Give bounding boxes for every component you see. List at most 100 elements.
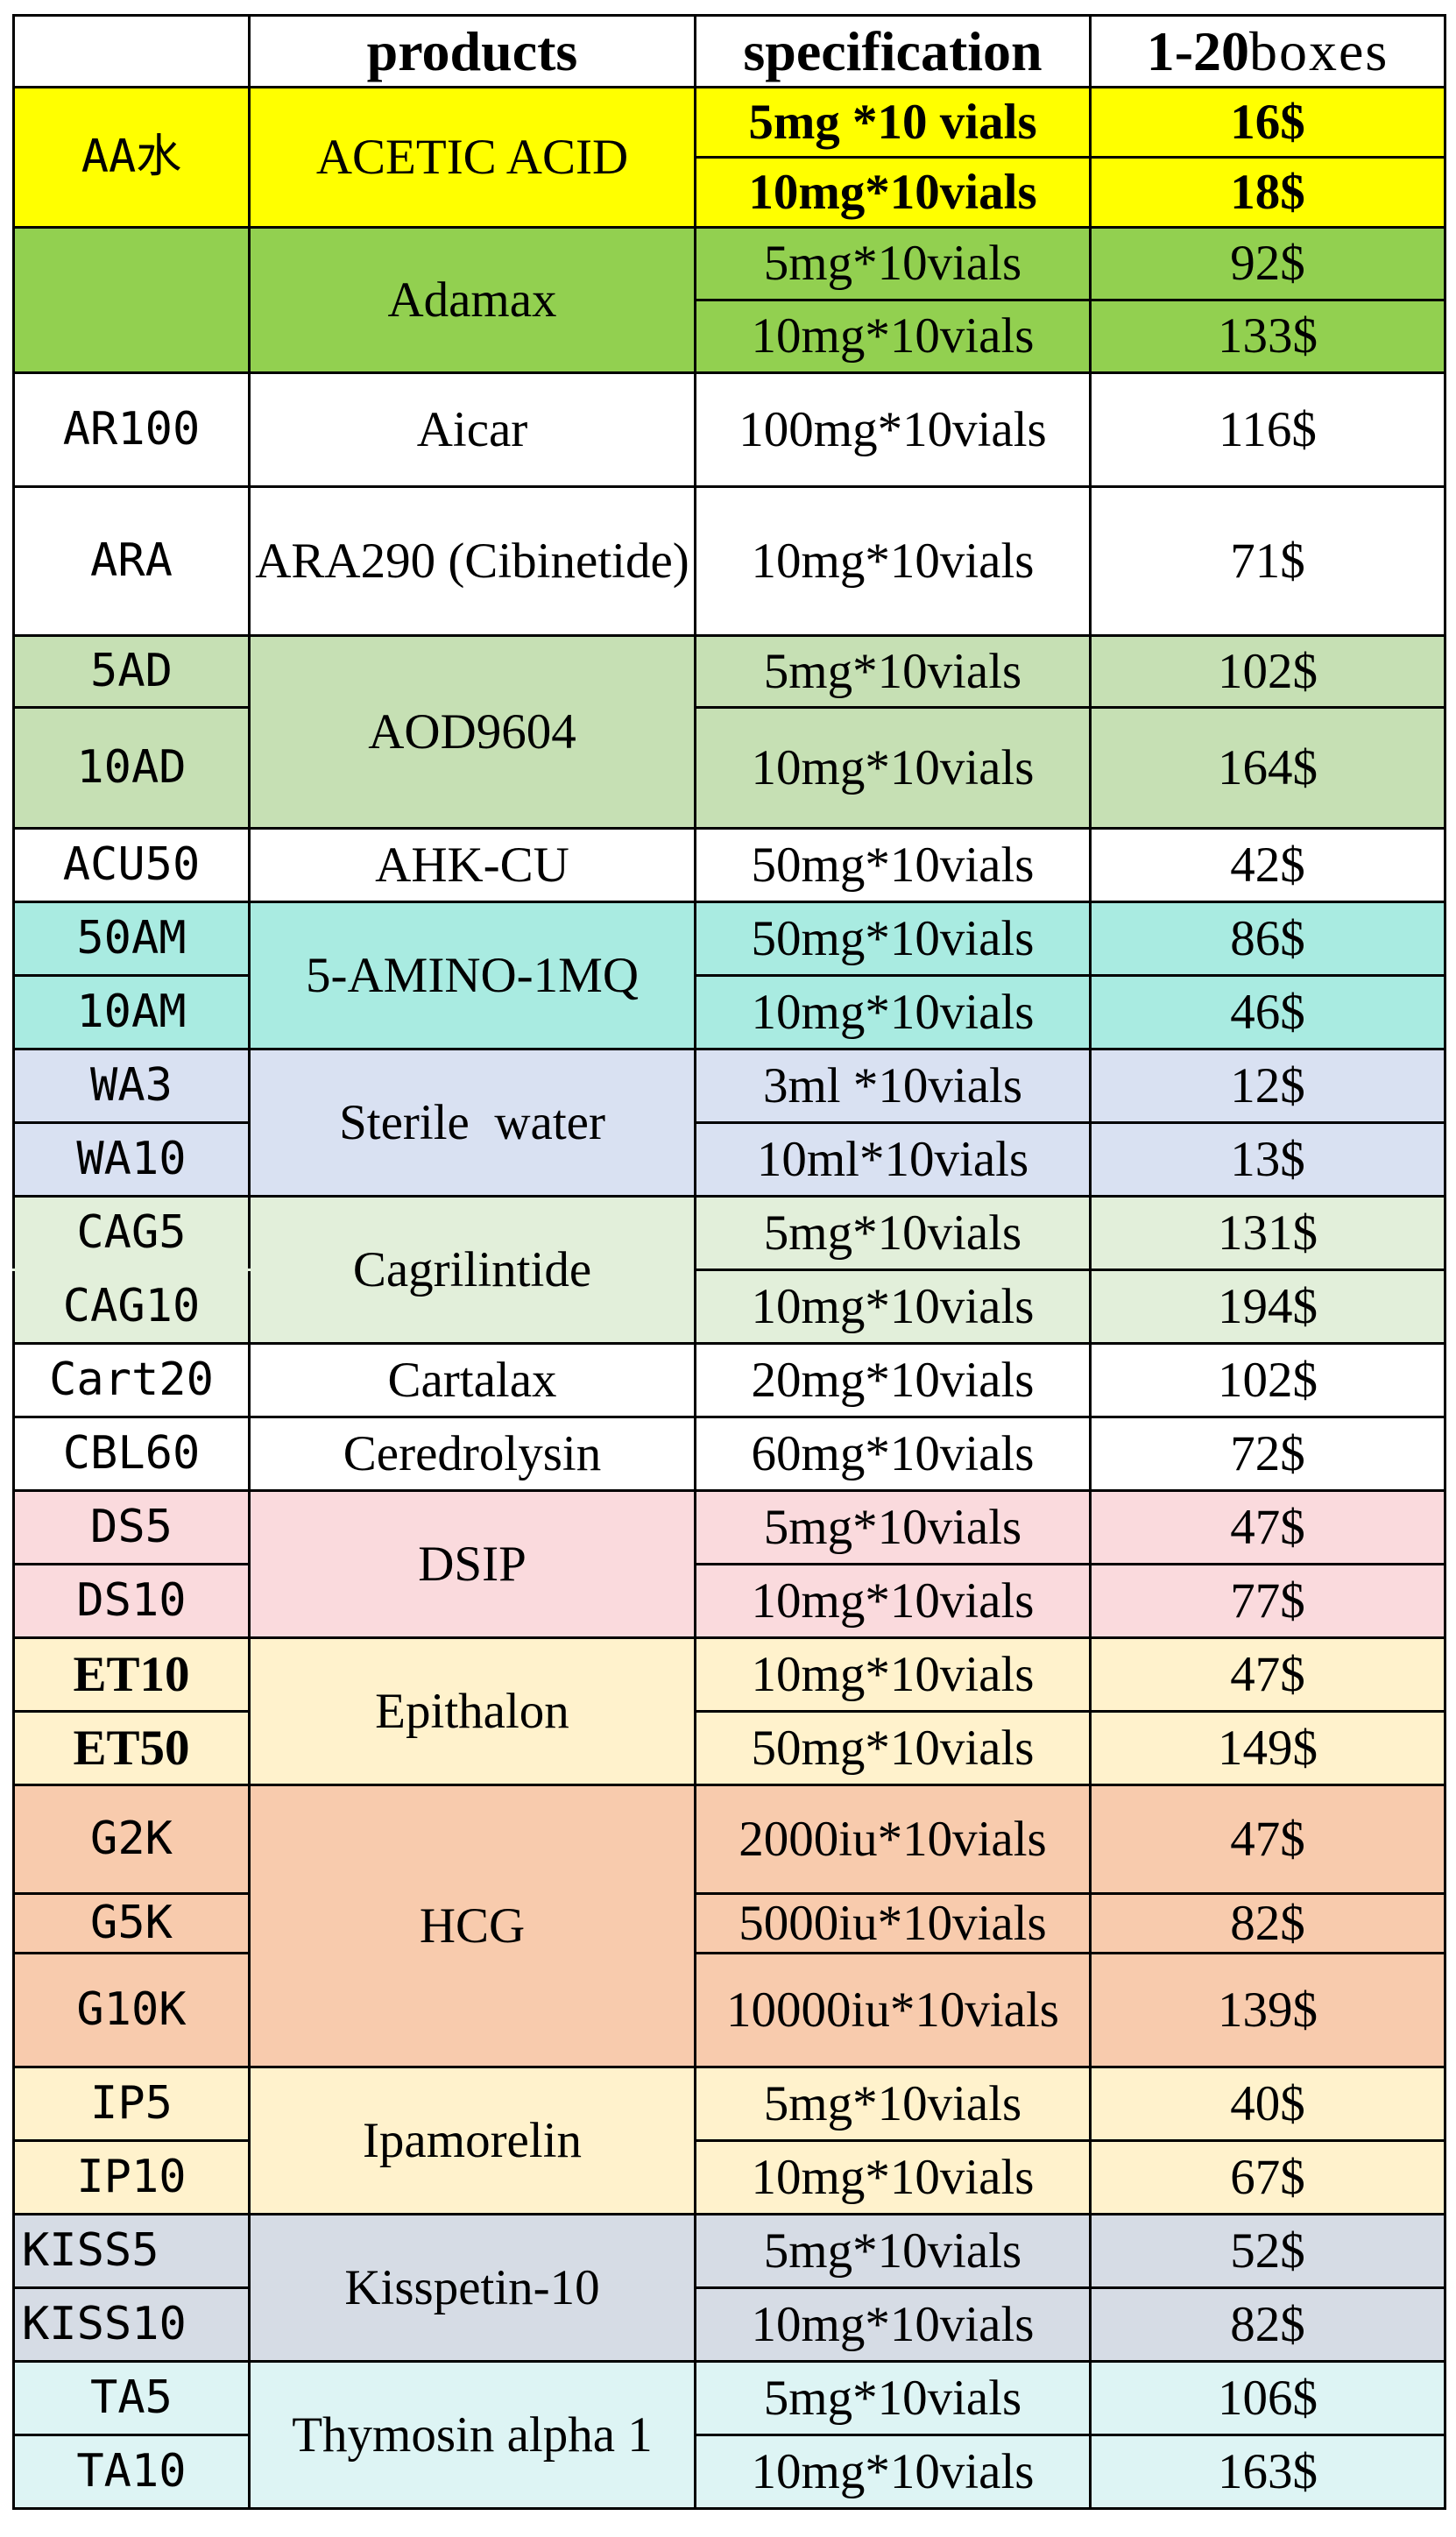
price: 133$ <box>1089 299 1446 374</box>
table-row: ARA ARA290 (Cibinetide) 10mg*10vials 71$ <box>12 485 1446 637</box>
table-row: 10AD 10mg*10vials 164$ <box>12 706 1446 830</box>
specification: 10mg*10vials <box>694 1563 1092 1639</box>
table-row: TA5 Thymosin alpha 1 5mg*10vials 106$ <box>12 2360 1446 2510</box>
specification: 10mg*10vials <box>694 2286 1092 2363</box>
product-code: 5AD <box>12 634 251 709</box>
product-code: DS5 <box>12 1489 251 1565</box>
product-code: CAG5 <box>12 1195 251 1271</box>
table-row: CAG5 Cagrilintide 5mg*10vials 131$ <box>12 1195 1446 1345</box>
product-code: AR100 <box>12 371 251 488</box>
specification: 10mg*10vials <box>694 974 1092 1050</box>
product-code: TA10 <box>12 2434 251 2510</box>
price: 149$ <box>1089 1710 1446 1786</box>
price: 139$ <box>1089 1952 1446 2068</box>
price: 82$ <box>1089 1892 1446 1954</box>
product-code: CAG10 <box>12 1268 251 1345</box>
specification: 5mg*10vials <box>694 1489 1092 1565</box>
header-boxes: 1-20boxes <box>1089 14 1446 88</box>
specification: 60mg*10vials <box>694 1416 1092 1492</box>
table-row: 5AD AOD9604 5mg*10vials 102$ <box>12 634 1446 830</box>
price: 46$ <box>1089 974 1446 1050</box>
product-name: Aicar <box>248 371 696 488</box>
table-row: Adamax 5mg*10vials 92$ <box>12 226 1446 374</box>
product-code: G5K <box>12 1892 251 1954</box>
product-code: AA水 <box>12 86 251 229</box>
product-code: CBL60 <box>12 1416 251 1492</box>
specification: 5mg*10vials <box>694 2360 1092 2436</box>
product-code <box>12 226 251 374</box>
product-code: WA3 <box>12 1048 251 1124</box>
table-row: AR100 Aicar 100mg*10vials 116$ <box>12 371 1446 488</box>
specification: 10mg*10vials <box>694 1636 1092 1713</box>
product-name: Thymosin alpha 1 <box>248 2360 696 2510</box>
table-row: ACU50 AHK-CU 50mg*10vials 42$ <box>12 827 1446 903</box>
product-code: DS10 <box>12 1563 251 1639</box>
specification: 50mg*10vials <box>694 827 1092 903</box>
price: 86$ <box>1089 901 1446 977</box>
specification: 100mg*10vials <box>694 371 1092 488</box>
product-name: 5-AMINO-1MQ <box>248 901 696 1050</box>
product-name: AOD9604 <box>248 634 696 830</box>
table-row: Cart20 Cartalax 20mg*10vials 102$ <box>12 1342 1446 1418</box>
product-name: ACETIC ACID <box>248 86 696 229</box>
table-row: 10AM 10mg*10vials 46$ <box>12 974 1446 1050</box>
price: 77$ <box>1089 1563 1446 1639</box>
price: 13$ <box>1089 1121 1446 1198</box>
table-row: CAG10 10mg*10vials 194$ <box>12 1268 1446 1345</box>
specification: 3ml *10vials <box>694 1048 1092 1124</box>
specification: 50mg*10vials <box>694 1710 1092 1786</box>
specification: 5mg*10vials <box>694 634 1092 709</box>
table-row: ET10 Epithalon 10mg*10vials 47$ <box>12 1636 1446 1786</box>
product-code: 50AM <box>12 901 251 977</box>
table-row: G5K 5000iu*10vials 82$ <box>12 1892 1446 1954</box>
table-row: DS10 10mg*10vials 77$ <box>12 1563 1446 1639</box>
product-code: G10K <box>12 1952 251 2068</box>
table-row: IP10 10mg*10vials 67$ <box>12 2139 1446 2215</box>
product-name: HCG <box>248 1784 696 2068</box>
product-name: Sterile water <box>248 1048 696 1198</box>
price: 47$ <box>1089 1784 1446 1895</box>
header-boxes-range: 1-20 <box>1146 19 1249 82</box>
specification: 5mg*10vials <box>694 2213 1092 2289</box>
product-code: KISS5 <box>12 2213 251 2289</box>
price: 131$ <box>1089 1195 1446 1271</box>
product-code: ARA <box>12 485 251 637</box>
table-row: 50AM 5-AMINO-1MQ 50mg*10vials 86$ <box>12 901 1446 1050</box>
price: 18$ <box>1089 156 1446 229</box>
price: 116$ <box>1089 371 1446 488</box>
price: 102$ <box>1089 634 1446 709</box>
specification: 10mg*10vials <box>694 2434 1092 2510</box>
price: 71$ <box>1089 485 1446 637</box>
price: 72$ <box>1089 1416 1446 1492</box>
table-row: 10mg*10vials 18$ <box>14 156 1446 229</box>
product-name: Ceredrolysin <box>248 1416 696 1492</box>
header-code <box>12 14 251 88</box>
header-boxes-unit: boxes <box>1249 19 1389 82</box>
product-code: 10AM <box>12 974 251 1050</box>
product-code: G2K <box>12 1784 251 1895</box>
price: 47$ <box>1089 1489 1446 1565</box>
specification: 10mg*10vials <box>694 156 1092 229</box>
product-name: DSIP <box>248 1489 696 1639</box>
product-code: Cart20 <box>12 1342 251 1418</box>
product-code: IP10 <box>12 2139 251 2215</box>
price-list: products specification 1-20boxes AA水 ACE… <box>12 14 1446 2510</box>
price: 40$ <box>1089 2066 1446 2142</box>
product-name: Cagrilintide <box>248 1195 696 1345</box>
product-code: ACU50 <box>12 827 251 903</box>
product-name: Epithalon <box>248 1636 696 1786</box>
specification: 10mg*10vials <box>694 485 1092 637</box>
specification: 5mg *10 vials <box>694 86 1092 159</box>
table-row: KISS10 10mg*10vials 82$ <box>12 2286 1446 2363</box>
price-table: products specification 1-20boxes AA水 ACE… <box>12 14 1446 2510</box>
specification: 10000iu*10vials <box>694 1952 1092 2068</box>
product-code: WA10 <box>12 1121 251 1198</box>
specification: 10mg*10vials <box>694 299 1092 374</box>
price: 164$ <box>1089 706 1446 830</box>
price: 194$ <box>1089 1268 1446 1345</box>
table-row: G2K HCG 2000iu*10vials 47$ <box>12 1784 1446 2068</box>
table-row: KISS5 Kisspetin-10 5mg*10vials 52$ <box>12 2213 1446 2363</box>
specification: 2000iu*10vials <box>694 1784 1092 1895</box>
table-row: ET50 50mg*10vials 149$ <box>12 1710 1446 1786</box>
product-code: IP5 <box>12 2066 251 2142</box>
